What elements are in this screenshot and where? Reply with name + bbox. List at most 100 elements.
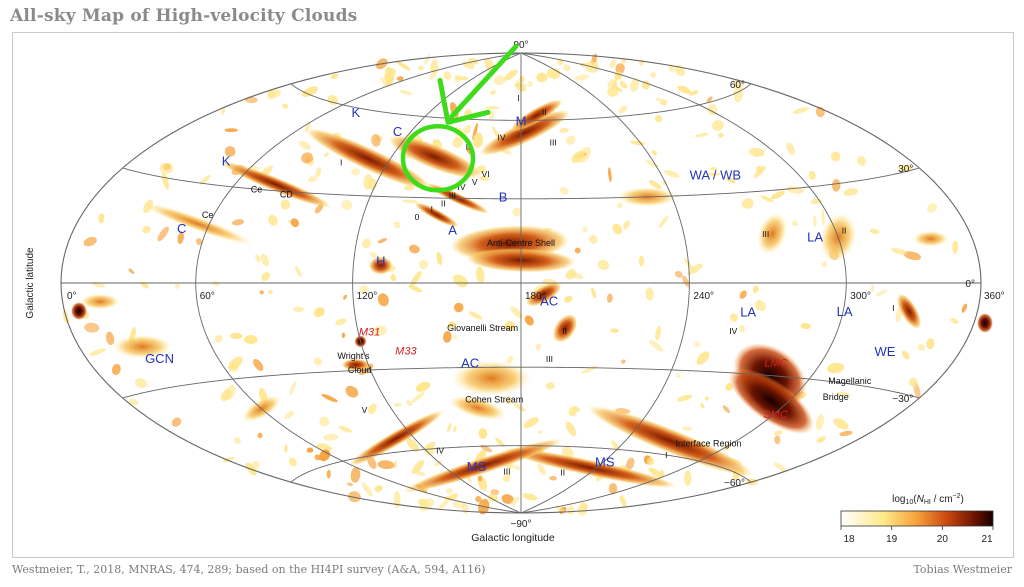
hvc-complex-label: MS	[595, 455, 615, 470]
hvc-complex-label: B	[499, 190, 508, 205]
highlight-circle	[400, 124, 476, 193]
cloud-speck	[476, 266, 485, 284]
cloud-speck	[645, 287, 654, 301]
cloud-speck	[869, 228, 880, 235]
cloud-speck	[323, 433, 339, 441]
coordinate-grid	[60, 52, 982, 514]
cloud-speck	[510, 496, 520, 506]
hvc-complex-blob	[414, 202, 459, 228]
hvc-complex-label: C	[393, 124, 402, 139]
cloud-speck	[608, 167, 612, 182]
cloud-speck	[684, 470, 692, 486]
cloud-speck	[535, 343, 542, 351]
cloud-speck	[412, 459, 425, 475]
cloud-speck	[961, 303, 968, 313]
subcomponent-label: I	[892, 303, 894, 313]
cloud-speck	[822, 261, 827, 267]
cloud-speck	[341, 332, 346, 339]
cloud-speck	[443, 71, 452, 81]
cloud-speck	[418, 259, 429, 270]
hvc-complex-label: LA	[740, 304, 756, 319]
cloud-speck	[402, 199, 419, 204]
cloud-speck	[655, 325, 661, 341]
cloud-speck	[566, 135, 576, 145]
cloud-speck	[659, 98, 668, 106]
galaxy-label: M31	[359, 326, 380, 338]
cloud-speck	[510, 306, 523, 319]
cloud-speck	[833, 418, 849, 430]
hvc-complex-blob	[401, 438, 564, 494]
cloud-speck	[615, 63, 625, 74]
cloud-speck	[722, 405, 731, 414]
cloud-speck	[346, 482, 354, 487]
cloud-speck	[231, 219, 244, 226]
hvc-cloud-layer	[62, 53, 993, 516]
subcomponent-label: I	[340, 158, 342, 168]
subcomponent-label: V	[472, 177, 478, 187]
cloud-speck	[228, 356, 243, 371]
cloud-speck	[363, 174, 373, 190]
subcomponent-label: I	[540, 292, 542, 302]
parallel-line	[290, 83, 752, 121]
cloud-speck	[250, 165, 260, 171]
cloud-speck	[576, 505, 588, 516]
cloud-speck	[574, 247, 581, 254]
cloud-speck	[315, 167, 322, 178]
cloud-speck	[821, 208, 825, 226]
cloud-speck	[856, 156, 867, 166]
cloud-speck	[350, 466, 361, 483]
cloud-speck	[913, 382, 921, 399]
cloud-speck	[453, 334, 458, 340]
cloud-speck	[733, 79, 744, 89]
cloud-speck	[565, 421, 577, 437]
cloud-speck	[562, 64, 571, 72]
cloud-speck	[406, 437, 419, 452]
cloud-speck	[754, 300, 766, 312]
galaxy-label: M33	[395, 346, 417, 358]
cloud-speck	[581, 365, 598, 374]
arrow-head	[437, 77, 491, 125]
cloud-speck	[729, 313, 738, 322]
cloud-speck	[321, 393, 338, 403]
cloud-speck	[654, 115, 663, 123]
cloud-speck	[810, 198, 823, 205]
cloud-speck	[501, 494, 514, 504]
cloud-speck	[267, 89, 281, 98]
cloud-speck	[434, 460, 442, 467]
subcomponent-label: III	[449, 190, 456, 200]
cloud-speck	[362, 238, 372, 249]
cloud-speck	[290, 218, 299, 228]
hvc-complex-blob	[341, 358, 370, 371]
cloud-speck	[393, 490, 401, 509]
cloud-speck	[174, 283, 180, 289]
cloud-speck	[808, 172, 817, 180]
cloud-speck	[282, 103, 289, 109]
parallel-line	[290, 445, 752, 483]
galaxy-label: LMC	[764, 358, 787, 370]
cloud-speck	[453, 426, 457, 433]
cloud-speck	[568, 406, 577, 417]
cloud-speck	[610, 328, 619, 333]
cloud-speck	[393, 460, 398, 469]
longitude-tick-label: 300°	[850, 291, 871, 302]
cloud-speck	[507, 355, 514, 364]
feature-label: Bridge	[823, 392, 849, 402]
cloud-speck	[493, 75, 506, 86]
cloud-speck	[792, 107, 810, 114]
cloud-speck	[504, 69, 518, 81]
hvc-complex-label: K	[222, 154, 231, 169]
cloud-speck	[549, 476, 557, 481]
annotation-layer	[400, 43, 519, 193]
credit-citation: Westmeier, T., 2018, MNRAS, 474, 289; ba…	[12, 563, 486, 576]
cloud-speck	[338, 425, 352, 433]
cloud-speck	[111, 363, 121, 376]
cloud-speck	[495, 437, 505, 447]
cloud-speck	[649, 339, 664, 352]
cloud-speck	[597, 259, 610, 271]
cloud-speck	[950, 318, 959, 324]
cloud-speck	[830, 151, 841, 162]
cloud-speck	[655, 97, 661, 102]
cloud-speck	[589, 234, 598, 244]
cloud-speck	[406, 399, 413, 407]
cloud-speck	[314, 454, 321, 461]
